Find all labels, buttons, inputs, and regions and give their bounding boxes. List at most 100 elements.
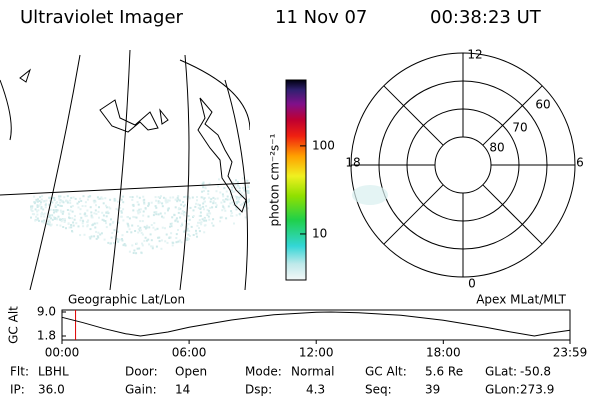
aurora-pixel bbox=[131, 196, 134, 199]
aurora-pixel bbox=[203, 197, 205, 200]
aurora-pixel bbox=[239, 195, 242, 198]
aurora-pixel bbox=[42, 221, 45, 224]
aurora-pixel bbox=[127, 225, 130, 228]
aurora-pixel bbox=[110, 242, 112, 245]
aurora-pixel bbox=[141, 244, 144, 247]
aurora-pixel bbox=[105, 226, 108, 229]
aurora-pixel bbox=[140, 231, 143, 234]
aurora-pixel bbox=[147, 215, 150, 218]
aurora-pixel bbox=[240, 191, 243, 194]
aurora-pixel bbox=[108, 206, 111, 209]
aurora-pixel bbox=[95, 237, 98, 240]
aurora-pixel bbox=[219, 216, 222, 219]
aurora-pixel bbox=[62, 201, 65, 204]
aurora-pixel bbox=[137, 228, 140, 231]
aurora-pixel bbox=[59, 204, 62, 207]
aurora-pixel bbox=[96, 222, 99, 225]
aurora-pixel bbox=[198, 221, 201, 224]
aurora-pixel bbox=[218, 178, 220, 181]
aurora-pixel bbox=[38, 200, 41, 202]
aurora-pixel bbox=[97, 231, 100, 234]
aurora-pixel bbox=[214, 202, 217, 205]
aurora-pixel bbox=[199, 214, 202, 217]
aurora-pixel bbox=[158, 201, 161, 204]
aurora-pixel bbox=[106, 210, 109, 213]
aurora-pixel bbox=[237, 190, 240, 193]
aurora-pixel bbox=[223, 187, 226, 190]
aurora-pixel bbox=[177, 208, 180, 211]
aurora-pixel bbox=[131, 198, 134, 201]
aurora-pixel bbox=[232, 203, 235, 206]
aurora-pixel bbox=[177, 211, 180, 214]
aurora-pixel bbox=[182, 205, 185, 208]
aurora-pixel bbox=[177, 198, 180, 201]
aurora-pixel bbox=[176, 196, 179, 199]
aurora-pixel bbox=[132, 204, 135, 207]
aurora-pixel bbox=[201, 190, 204, 193]
aurora bbox=[352, 185, 388, 205]
aurora-pixel bbox=[89, 237, 92, 240]
aurora-pixel bbox=[90, 211, 93, 214]
aurora-pixel bbox=[226, 195, 229, 198]
aurora-pixel bbox=[206, 208, 209, 211]
aurora-pixel bbox=[202, 205, 205, 208]
info-value: 36.0 bbox=[38, 383, 65, 397]
aurora-pixel bbox=[39, 203, 42, 206]
aurora-pixel bbox=[98, 216, 100, 219]
aurora-pixel bbox=[197, 203, 200, 206]
aurora-pixel bbox=[165, 233, 168, 236]
aurora-pixel bbox=[244, 205, 246, 208]
aurora-pixel bbox=[203, 190, 205, 192]
info-label: Dsp: bbox=[245, 383, 272, 397]
aurora-pixel bbox=[238, 187, 241, 190]
aurora-pixel bbox=[237, 200, 239, 203]
aurora-pixel bbox=[137, 211, 140, 214]
aurora-pixel bbox=[66, 195, 69, 198]
aurora-pixel bbox=[128, 217, 131, 220]
aurora-pixel bbox=[107, 241, 110, 244]
lat-label: 80 bbox=[489, 141, 504, 155]
aurora-pixel bbox=[214, 197, 217, 200]
aurora-pixel bbox=[156, 227, 159, 230]
aurora-pixel bbox=[122, 201, 125, 204]
aurora-pixel bbox=[201, 218, 204, 221]
aurora-pixel bbox=[113, 197, 116, 200]
aurora-pixel bbox=[55, 209, 58, 211]
aurora-pixel bbox=[169, 196, 172, 199]
aurora-pixel bbox=[93, 199, 96, 202]
aurora-pixel bbox=[160, 247, 163, 250]
aurora-pixel bbox=[115, 237, 118, 240]
aurora-pixel bbox=[122, 244, 125, 247]
aurora-pixel bbox=[154, 228, 157, 231]
aurora-pixel bbox=[231, 201, 234, 204]
aurora-pixel bbox=[35, 215, 38, 218]
aurora-pixel bbox=[72, 196, 75, 199]
aurora-pixel bbox=[74, 197, 77, 200]
aurora-pixel bbox=[248, 198, 250, 201]
mlt-line bbox=[383, 85, 444, 146]
aurora-pixel bbox=[243, 183, 246, 186]
aurora-pixel bbox=[53, 216, 55, 219]
geographic-map bbox=[0, 49, 250, 290]
aurora-pixel bbox=[51, 218, 54, 221]
aurora-pixel bbox=[45, 199, 48, 202]
aurora-pixel bbox=[212, 218, 215, 221]
aurora-pixel bbox=[146, 224, 149, 227]
aurora-pixel bbox=[136, 209, 139, 212]
aurora-pixel bbox=[180, 212, 183, 215]
aurora-pixel bbox=[180, 225, 183, 228]
aurora-pixel bbox=[167, 207, 170, 210]
aurora-pixel bbox=[120, 210, 123, 213]
aurora-pixel bbox=[186, 238, 189, 241]
info-label: GLat: bbox=[485, 365, 517, 379]
aurora-pixel bbox=[86, 198, 89, 201]
aurora-pixel bbox=[225, 190, 228, 193]
aurora-pixel bbox=[52, 209, 55, 211]
aurora-pixel bbox=[191, 196, 194, 199]
aurora-pixel bbox=[53, 199, 56, 202]
aurora-pixel bbox=[185, 195, 187, 198]
aurora-pixel bbox=[198, 204, 201, 207]
aurora-pixel bbox=[173, 213, 176, 216]
info-label: Gain: bbox=[125, 383, 157, 397]
aurora-pixel bbox=[88, 195, 91, 198]
